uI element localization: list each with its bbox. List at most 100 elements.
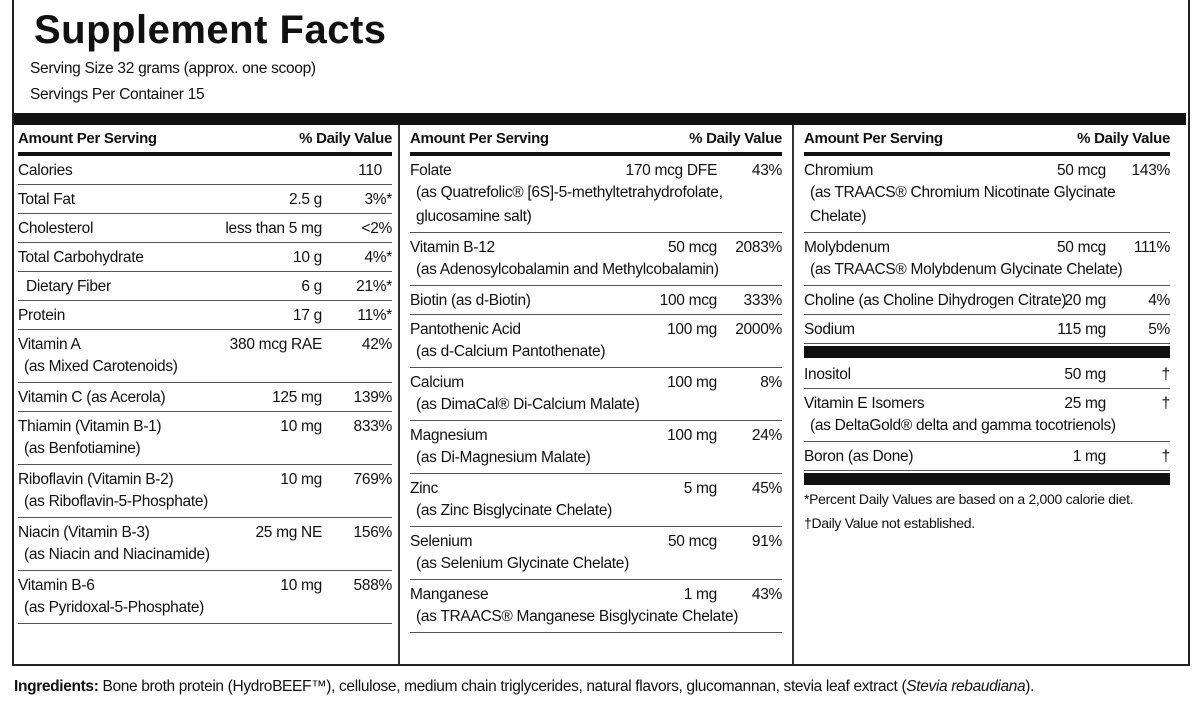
nutrient-line: Manganese 1 mg 43% — [410, 584, 782, 605]
daily-value: 42% — [361, 336, 392, 353]
nutrient-amount: 6 g — [301, 278, 322, 295]
nutrient-source: (as Quatrefolic® [6S]-5-methyltetrahydro… — [416, 184, 723, 225]
ingredients-text: Bone broth protein (HydroBEEF™), cellulo… — [98, 678, 907, 695]
nutrient-name: Protein — [18, 307, 66, 324]
nutrient-row: Choline (as Choline Dihydrogen Citrate) 2… — [804, 286, 1170, 315]
nutrient-row: Thiamin (Vitamin B-1) 10 mg 833% (as Benfot… — [18, 412, 392, 465]
nutrient-amount: 10 mg — [280, 418, 322, 435]
nutrient-name: Inositol — [804, 366, 851, 383]
nutrient-amount: less than 5 mg — [225, 220, 322, 237]
thick-bar — [804, 346, 1170, 358]
nutrient-source: (as Riboflavin-5-Phosphate) — [24, 493, 209, 510]
nutrient-row: Calcium 100 mg 8% (as DimaCal® Di-Calcium M… — [410, 368, 782, 421]
daily-value: † — [1161, 448, 1171, 465]
nutrient-source: (as Di-Magnesium Malate) — [416, 449, 591, 466]
nutrient-row: Protein 17 g 11%* — [18, 301, 392, 330]
nutrient-line: Vitamin B-6 10 mg 588% — [18, 575, 392, 596]
nutrient-amount: 380 mcg RAE — [229, 336, 323, 353]
column-header: Amount Per Serving % Daily Value — [804, 125, 1170, 156]
nutrient-name: Calories — [18, 162, 73, 179]
nutrient-amount: 1 mg — [683, 586, 718, 603]
nutrient-row: Pantothenic Acid 100 mg 2000% (as d-Calcium… — [410, 315, 782, 368]
nutrient-name: Total Carbohydrate — [18, 249, 144, 266]
nutrient-line: Sodium 115 mg 5% — [804, 319, 1170, 340]
daily-value: 4%* — [364, 249, 392, 266]
nutrient-name: Molybdenum — [804, 239, 890, 256]
nutrient-line: Vitamin E Isomers 25 mg † — [804, 393, 1170, 414]
nutrient-line: Dietary Fiber 6 g 21%* — [18, 276, 392, 297]
daily-value: † — [1161, 395, 1171, 412]
nutrient-name: Manganese — [410, 586, 489, 603]
nutrient-row: Zinc 5 mg 45% (as Zinc Bisglycinate Chelate… — [410, 474, 782, 527]
daily-value: 769% — [353, 471, 393, 488]
nutrient-amount: 25 mg NE — [255, 524, 322, 541]
serving-size: Serving Size 32 grams (approx. one scoop… — [30, 60, 316, 77]
nutrient-line: Biotin (as d-Biotin) 100 mcg 333% — [410, 290, 782, 311]
nutrient-name: Vitamin A — [18, 336, 81, 353]
daily-value: 3%* — [364, 191, 392, 208]
nutrient-name: Magnesium — [410, 427, 488, 444]
nutrient-source: (as TRAACS® Manganese Bisglycinate Chela… — [416, 608, 739, 625]
nutrient-amount: 10 mg — [280, 577, 322, 594]
ingredients-italic: Stevia rebaudiana — [906, 678, 1026, 695]
nutrient-row: Vitamin A 380 mcg RAE 42% (as Mixed Caroten… — [18, 330, 392, 383]
nutrient-name: Vitamin B-6 — [18, 577, 95, 594]
daily-value: 43% — [751, 586, 782, 603]
nutrient-line: Calories 110 — [18, 160, 392, 181]
nutrient-name: Riboflavin (Vitamin B-2) — [18, 471, 174, 488]
daily-value: 91% — [751, 533, 782, 550]
ingredients-label: Ingredients: — [14, 678, 99, 695]
nutrient-line: Total Carbohydrate 10 g 4%* — [18, 247, 392, 268]
nutrient-source: (as DimaCal® Di-Calcium Malate) — [416, 396, 640, 413]
daily-value: 45% — [751, 480, 782, 497]
nutrient-line: Total Fat 2.5 g 3%* — [18, 189, 392, 210]
daily-value: 139% — [353, 389, 393, 406]
nutrient-line: Vitamin C (as Acerola) 125 mg 139% — [18, 387, 392, 408]
nutrient-source: (as DeltaGold® delta and gamma tocotrien… — [810, 417, 1116, 434]
nutrient-row: Folate 170 mcg DFE 43% (as Quatrefolic® [6S… — [410, 156, 782, 233]
nutrient-amount: 110 — [358, 162, 382, 179]
daily-value: † — [1161, 366, 1171, 383]
daily-value: 111% — [1133, 239, 1170, 256]
nutrient-line: Thiamin (Vitamin B-1) 10 mg 833% — [18, 416, 392, 437]
nutrient-line: Magnesium 100 mg 24% — [410, 425, 782, 446]
nutrient-amount: 50 mcg — [667, 239, 717, 256]
facts-column: Amount Per Serving % Daily Value Folate 170… — [398, 125, 792, 664]
daily-value: 21%* — [356, 278, 392, 295]
nutrient-name: Cholesterol — [18, 220, 94, 237]
nutrient-source: (as Benfotiamine) — [24, 440, 141, 457]
nutrient-name: Vitamin C (as Acerola) — [18, 389, 166, 406]
nutrient-name: Pantothenic Acid — [410, 321, 521, 338]
nutrient-line: Zinc 5 mg 45% — [410, 478, 782, 499]
nutrient-name: Dietary Fiber — [26, 278, 111, 295]
nutrient-amount: 5 mg — [683, 480, 718, 497]
daily-value: 156% — [353, 524, 393, 541]
daily-value: 2083% — [735, 239, 782, 256]
daily-value: 4% — [1148, 292, 1170, 309]
nutrient-name: Total Fat — [18, 191, 75, 208]
nutrient-line: Selenium 50 mcg 91% — [410, 531, 782, 552]
daily-value-header: % Daily Value — [1077, 130, 1170, 147]
nutrient-amount: 50 mcg — [667, 533, 717, 550]
nutrient-source: (as TRAACS® Chromium Nicotinate Glycinat… — [810, 184, 1116, 225]
nutrient-source: (as Pyridoxal-5-Phosphate) — [24, 599, 205, 616]
nutrient-row: Vitamin B-6 10 mg 588% (as Pyridoxal-5-Phos… — [18, 571, 392, 624]
nutrient-line: Choline (as Choline Dihydrogen Citrate) 2… — [804, 290, 1170, 311]
thick-bar — [14, 113, 1186, 125]
nutrient-row: Dietary Fiber 6 g 21%* — [18, 272, 392, 301]
nutrient-row: Biotin (as d-Biotin) 100 mcg 333% — [410, 286, 782, 315]
title: Supplement Facts — [34, 8, 387, 52]
nutrient-amount: 2.5 g — [289, 191, 322, 208]
nutrient-source: (as Adenosylcobalamin and Methylcobalami… — [416, 261, 719, 278]
daily-value-header: % Daily Value — [689, 130, 782, 147]
daily-value: 143% — [1131, 162, 1171, 179]
column-header: Amount Per Serving % Daily Value — [410, 125, 782, 156]
nutrient-row: Sodium 115 mg 5% — [804, 315, 1170, 344]
nutrient-amount: 100 mg — [667, 427, 717, 444]
nutrient-amount: 10 g — [293, 249, 322, 266]
nutrient-line: Boron (as Done) 1 mg † — [804, 446, 1170, 467]
daily-value: 43% — [751, 162, 782, 179]
nutrient-source: (as TRAACS® Molybdenum Glycinate Chelate… — [810, 261, 1123, 278]
daily-value: 333% — [743, 292, 783, 309]
nutrient-name: Sodium — [804, 321, 855, 338]
